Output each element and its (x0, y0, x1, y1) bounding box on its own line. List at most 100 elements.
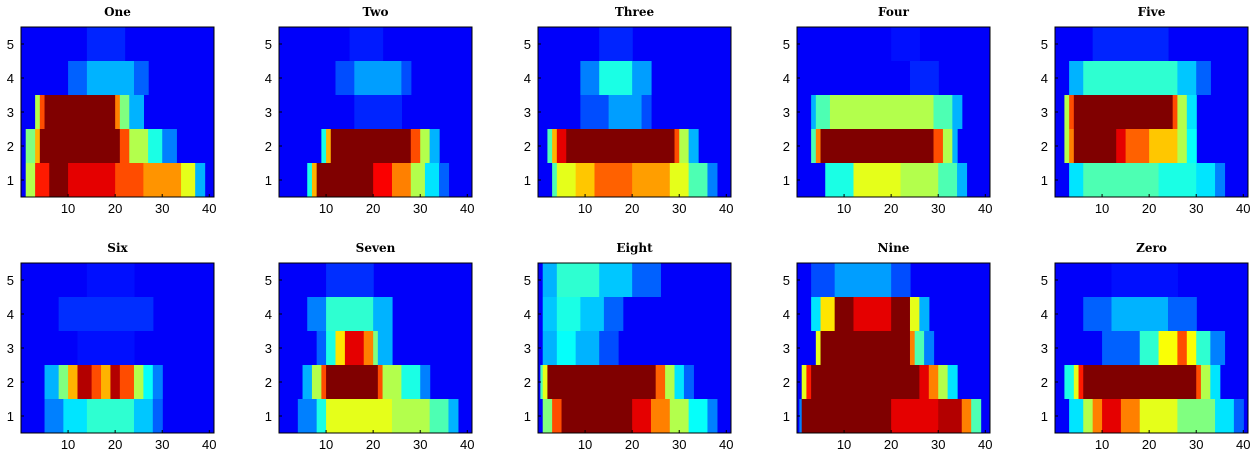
heatmap-cell (129, 95, 144, 129)
heatmap-cell (1177, 331, 1188, 365)
heatmap-cell (947, 365, 958, 399)
panel-5: Five 1 2 3 4 5 10 20 30 40 (1041, 5, 1251, 216)
heatmap-cell (363, 331, 374, 365)
heatmap-cell (1116, 129, 1127, 163)
heatmap-cell (321, 365, 327, 399)
heatmap-cell (688, 129, 699, 163)
heatmap-cell (909, 61, 939, 95)
y-tick-label: 5 (783, 273, 790, 288)
heatmap-cell (1092, 399, 1103, 433)
heatmap-cell (547, 365, 657, 399)
heatmap-cell (373, 297, 393, 331)
heatmap-cell (382, 365, 402, 399)
heatmap-cell (311, 163, 318, 197)
y-tick-label: 4 (783, 71, 790, 86)
heatmap-cell (302, 365, 313, 399)
x-tick-label: 30 (1189, 437, 1203, 452)
heatmap-cell (669, 163, 690, 197)
y-tick-label: 4 (783, 307, 790, 322)
heatmap-cell (641, 95, 652, 129)
heatmap-cell (195, 163, 206, 197)
heatmap-cell (119, 95, 130, 129)
heatmap-cell (542, 365, 549, 399)
heatmap-cell (143, 163, 182, 197)
heatmap-cell (933, 129, 944, 163)
heatmap-cell (919, 365, 930, 399)
heatmap-cell (110, 365, 121, 399)
heatmap-cell (1210, 365, 1221, 399)
heatmap-cell (1158, 331, 1178, 365)
heatmap-cell (133, 61, 149, 95)
heatmap-cell (68, 365, 79, 399)
heatmap-cell (1177, 399, 1216, 433)
y-tick-label: 1 (1041, 173, 1048, 188)
panel-title: One (104, 5, 131, 19)
heatmap-cell (1186, 95, 1197, 129)
heatmap-cell (834, 263, 892, 297)
y-tick-label: 3 (1041, 105, 1048, 120)
heatmap-cell (650, 399, 671, 433)
heatmap-cell (35, 129, 41, 163)
heatmap-cell (44, 365, 60, 399)
heatmap-cell (1177, 61, 1197, 95)
y-tick-label: 2 (783, 139, 790, 154)
y-tick-label: 4 (265, 71, 272, 86)
heatmap-cell (1111, 263, 1178, 297)
x-tick-label: 40 (978, 437, 992, 452)
heatmap-cell (25, 163, 36, 197)
x-tick-label: 40 (1236, 437, 1250, 452)
heatmap-cell (316, 163, 374, 197)
x-tick-label: 20 (108, 437, 122, 452)
heatmap-cell (665, 365, 676, 399)
heatmap-cell (335, 331, 346, 365)
heatmap-cell (938, 163, 958, 197)
y-tick-label: 2 (524, 139, 531, 154)
heatmap-cell (938, 365, 949, 399)
heatmap-cell (575, 331, 600, 365)
heatmap-cell (900, 163, 939, 197)
heatmap-cell (679, 129, 690, 163)
heatmap-cell (1073, 95, 1174, 129)
heatmap-cell (552, 129, 558, 163)
heatmap-cell (58, 365, 69, 399)
heatmap-cell (1102, 331, 1141, 365)
x-tick-label: 40 (1236, 201, 1250, 216)
panel-title: Two (363, 5, 389, 19)
y-tick-label: 4 (524, 71, 531, 86)
x-tick-label: 20 (1142, 437, 1156, 452)
heatmap-cell (297, 399, 318, 433)
x-tick-label: 30 (1189, 201, 1203, 216)
x-tick-label: 30 (155, 201, 169, 216)
heatmap-cell (44, 95, 116, 129)
x-tick-label: 40 (978, 201, 992, 216)
x-tick-label: 30 (155, 437, 169, 452)
heatmap-cell (349, 27, 384, 61)
y-tick-label: 5 (7, 273, 14, 288)
heatmap-cell (152, 365, 163, 399)
heatmap-cell (68, 61, 88, 95)
heatmap-cell (580, 61, 600, 95)
heatmap-cell (1177, 95, 1188, 129)
y-tick-label: 1 (524, 173, 531, 188)
heatmap-cell (63, 399, 88, 433)
heatmap-cell (552, 399, 563, 433)
panel-4: Four 1 2 3 4 5 10 20 30 40 (783, 5, 993, 216)
heatmap-cell (556, 263, 600, 297)
x-tick-label: 40 (719, 201, 733, 216)
heatmap-cell (580, 297, 605, 331)
y-tick-label: 4 (524, 307, 531, 322)
heatmap-cell (1083, 365, 1197, 399)
panel-title: Five (1138, 5, 1166, 19)
heatmap-cell (420, 365, 431, 399)
heatmap-cell (632, 263, 661, 297)
heatmap-cell (909, 297, 920, 331)
heatmap-cell (330, 129, 412, 163)
y-tick-label: 3 (524, 341, 531, 356)
panel-1: One 1 2 3 4 5 10 20 30 40 (7, 5, 217, 216)
heatmap-cell (1177, 129, 1188, 163)
heatmap-cell (669, 399, 690, 433)
heatmap-cell (933, 95, 953, 129)
heatmap-cell (326, 365, 379, 399)
heatmap-cell (891, 263, 911, 297)
y-tick-label: 2 (783, 375, 790, 390)
